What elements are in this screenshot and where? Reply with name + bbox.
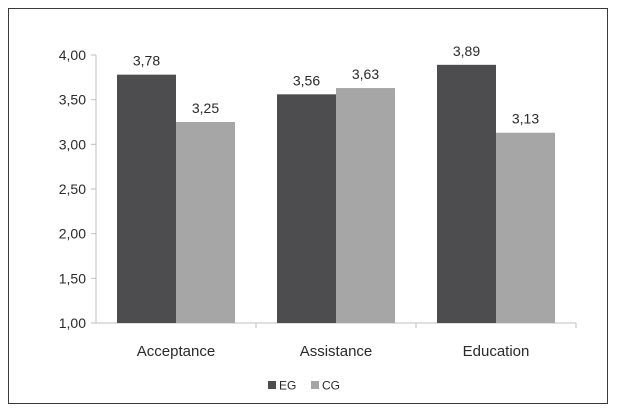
y-tick-label: 2,00: [59, 226, 86, 242]
data-label: 3,63: [352, 66, 379, 82]
legend-label-eg: EG: [279, 379, 296, 393]
y-tick-label: 1,00: [59, 315, 86, 331]
category-label: Acceptance: [137, 343, 215, 360]
y-tick-label: 2,50: [59, 181, 86, 197]
data-label: 3,56: [293, 72, 320, 88]
bar-eg-education: [437, 64, 496, 324]
y-tick-label: 3,50: [59, 92, 86, 108]
legend-swatch-eg: [268, 381, 276, 389]
bar-eg-acceptance: [117, 74, 176, 323]
legend-label-cg: CG: [322, 379, 340, 393]
data-label: 3,13: [512, 111, 539, 127]
bar-cg-education: [496, 132, 555, 323]
category-label: Assistance: [300, 343, 373, 360]
y-tick-label: 1,50: [59, 270, 86, 286]
bar-cg-acceptance: [176, 122, 235, 323]
legend-swatch-cg: [311, 381, 319, 389]
data-label: 3,78: [133, 53, 160, 69]
data-label: 3,89: [453, 43, 480, 59]
bar-eg-assistance: [277, 94, 336, 323]
y-tick-label: 4,00: [59, 47, 86, 63]
y-tick-label: 3,00: [59, 136, 86, 152]
data-label: 3,25: [192, 100, 219, 116]
category-label: Education: [463, 343, 530, 360]
bar-cg-assistance: [336, 88, 395, 323]
